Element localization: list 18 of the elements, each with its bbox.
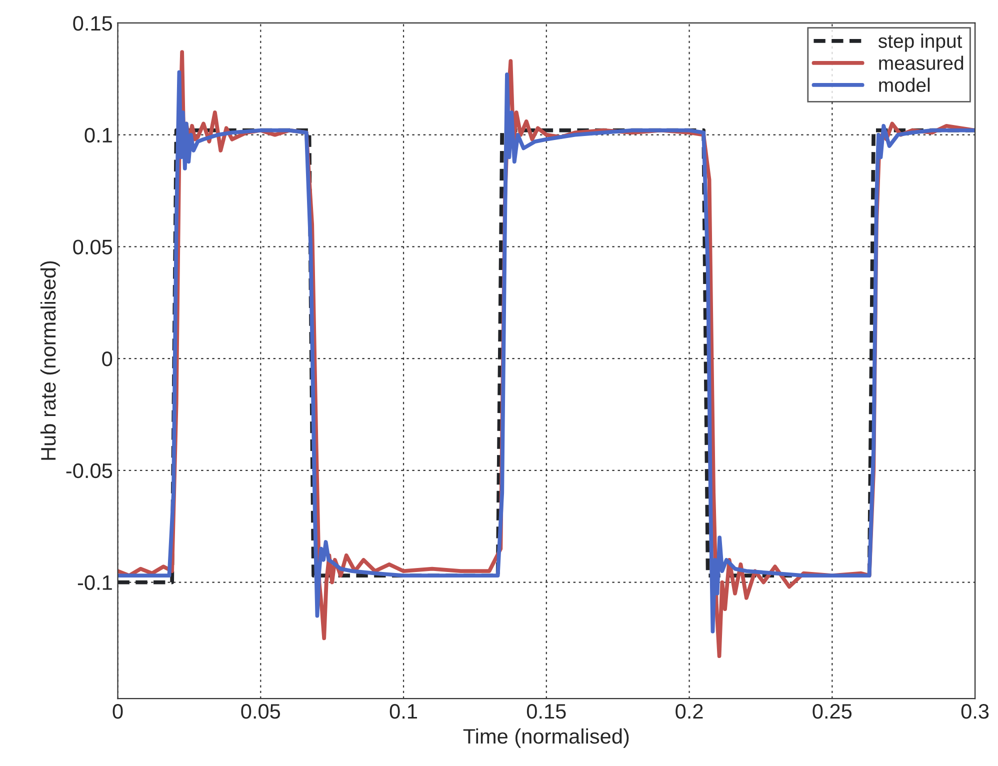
y-tick-label: 0.05	[73, 240, 112, 254]
x-tick-label: 0.05	[241, 704, 280, 719]
x-tick-label: 0	[112, 704, 123, 719]
legend-label: measured	[879, 56, 964, 70]
legend-label: model	[879, 78, 930, 92]
y-tick-label: 0	[102, 352, 112, 366]
y-tick-label: 0.1	[84, 128, 112, 143]
x-tick-label: 0.3	[961, 704, 989, 719]
legend-label: step input	[878, 34, 962, 52]
y-tick-label: 0.15	[73, 16, 112, 31]
x-tick-label: 0.1	[390, 704, 417, 719]
x-tick-label: 0.15	[526, 704, 566, 719]
x-axis-title: Time (normalised)	[463, 728, 629, 748]
y-tick-label: -0.1	[78, 575, 112, 590]
x-tick-label: 0.25	[812, 704, 852, 719]
y-axis-title: Hub rate (normalised)	[40, 261, 60, 460]
y-tick-label: -0.05	[66, 463, 112, 478]
x-tick-label: 0.2	[676, 704, 703, 719]
